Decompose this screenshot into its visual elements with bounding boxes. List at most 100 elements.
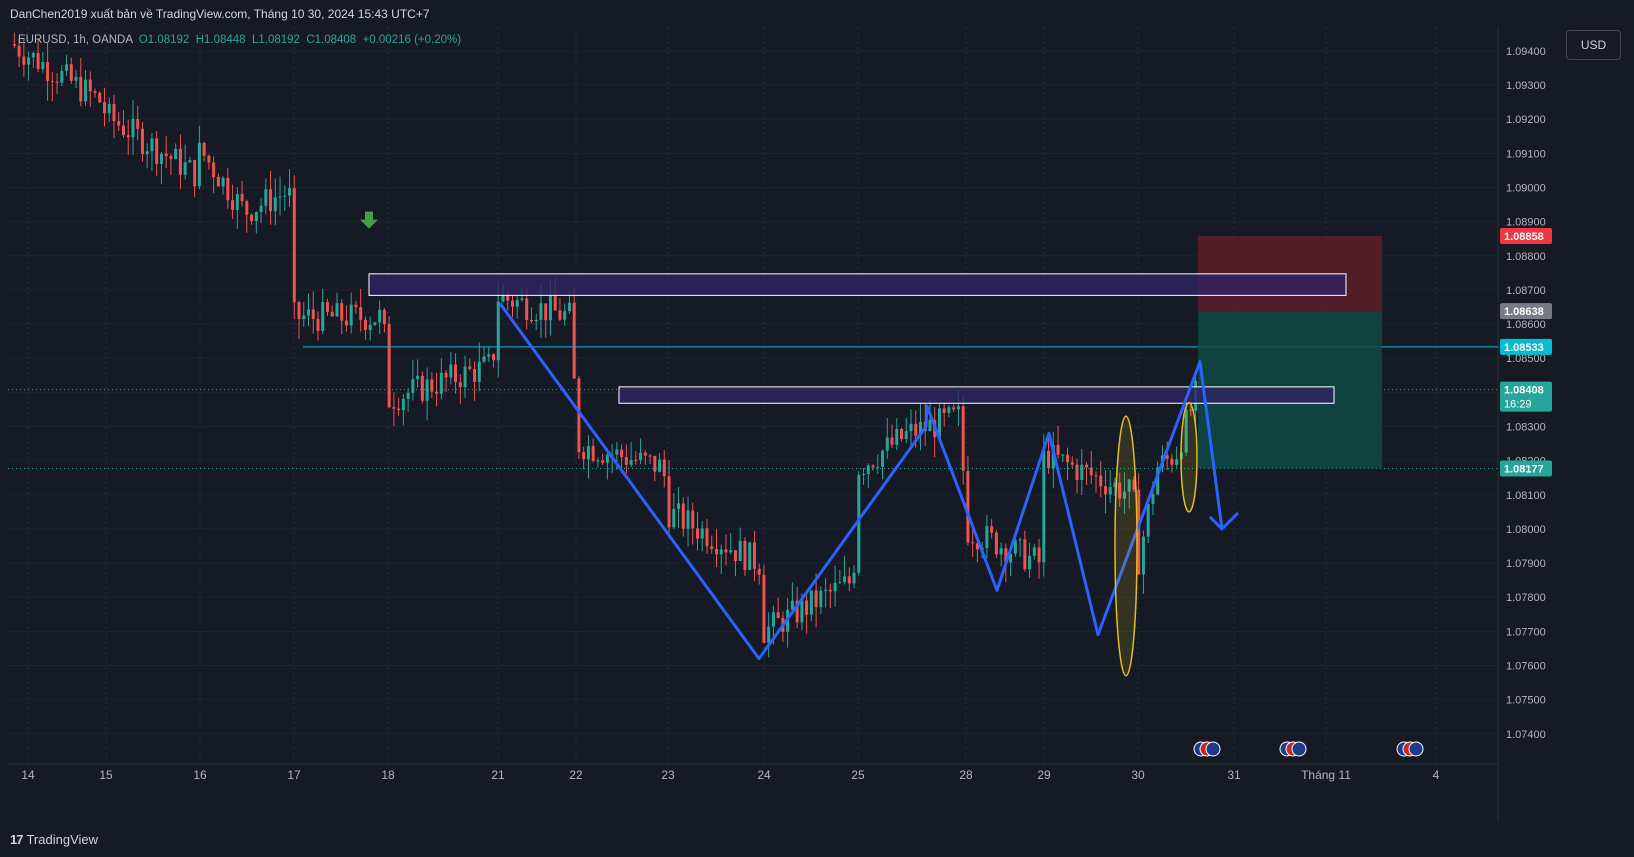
- highlight-ellipse[interactable]: [1180, 401, 1198, 513]
- top-bar: DanChen2019 xuất bản về TradingView.com,…: [0, 0, 1634, 27]
- price-tick-label: 1.07600: [1506, 660, 1546, 672]
- candle-up: [1184, 409, 1188, 453]
- economic-event-icon[interactable]: [1291, 741, 1307, 757]
- time-tick-label: 24: [757, 768, 771, 782]
- candle-up: [145, 151, 149, 155]
- candle-up: [1013, 540, 1017, 554]
- candle-up: [563, 311, 567, 320]
- candle-down: [212, 162, 216, 177]
- candle-down: [971, 542, 975, 544]
- candle-down: [776, 612, 780, 619]
- currency-button[interactable]: USD: [1566, 30, 1621, 60]
- candle-up: [866, 465, 870, 474]
- candle-down: [136, 118, 140, 129]
- candle-up: [1151, 494, 1155, 504]
- candle-up: [411, 379, 415, 393]
- candlestick-chart[interactable]: 1.09400 1.09300 1.09200 1.09100 1.09000 1.089…: [8, 27, 1626, 822]
- candle-down: [681, 503, 685, 529]
- candle-down: [117, 121, 121, 126]
- candle-down: [942, 408, 946, 413]
- candle-down: [103, 102, 107, 114]
- candle-up: [809, 590, 813, 615]
- candle-down: [990, 526, 994, 533]
- candle-up: [373, 322, 377, 325]
- price-tick-label: 1.07900: [1506, 558, 1546, 570]
- candle-up: [767, 626, 771, 643]
- candle-down: [1037, 547, 1041, 563]
- candle-up: [928, 420, 932, 432]
- candle-down: [269, 189, 273, 212]
- economic-event-icon[interactable]: [1408, 741, 1424, 757]
- candle-down: [178, 148, 182, 175]
- candle-down: [1047, 450, 1051, 469]
- candle-down: [50, 80, 54, 82]
- price-tag-box: [1500, 338, 1552, 355]
- candle-down: [752, 542, 756, 569]
- candle-down: [126, 135, 130, 138]
- candle-up: [65, 64, 69, 71]
- time-tick-label: 28: [959, 768, 973, 782]
- economic-event-icon[interactable]: [1205, 741, 1221, 757]
- candle-up: [748, 542, 752, 570]
- candle-up: [909, 423, 913, 432]
- price-tick-label: 1.08800: [1506, 251, 1546, 263]
- candle-up: [31, 52, 35, 58]
- candle-down: [662, 459, 666, 477]
- candle-down: [914, 423, 918, 436]
- candle-down: [743, 541, 747, 570]
- candle-up: [41, 62, 45, 70]
- candle-up: [819, 590, 823, 608]
- candle-down: [250, 214, 254, 222]
- candle-down: [12, 44, 16, 46]
- price-tick-label: 1.09400: [1506, 46, 1546, 58]
- candle-down: [1118, 482, 1122, 499]
- candle-down: [79, 76, 83, 102]
- candle-down: [1099, 475, 1103, 487]
- candle-up: [956, 406, 960, 410]
- candle-down: [506, 294, 510, 301]
- time-tick-label: 31: [1227, 768, 1241, 782]
- candle-down: [98, 92, 102, 103]
- chart-area[interactable]: 1.09400 1.09300 1.09200 1.09100 1.09000 1.089…: [8, 27, 1626, 822]
- price-tick-label: 1.09100: [1506, 148, 1546, 160]
- candle-down: [454, 364, 458, 383]
- candle-up: [999, 548, 1003, 555]
- lower-resistance-zone[interactable]: [618, 386, 1335, 404]
- candle-down: [624, 457, 628, 465]
- candle-up: [615, 449, 619, 455]
- candle-down: [226, 177, 230, 201]
- candle-up: [833, 582, 837, 592]
- candle-up: [729, 550, 733, 553]
- candle-up: [496, 301, 500, 361]
- zigzag-pattern[interactable]: [498, 302, 1224, 661]
- candle-up: [174, 148, 178, 159]
- candle-up: [150, 138, 154, 152]
- price-tick-label: 1.07700: [1506, 626, 1546, 638]
- candle-up: [416, 375, 420, 380]
- candle-up: [60, 70, 64, 83]
- tradingview-logo: 17 TradingView: [10, 832, 98, 847]
- candle-up: [947, 407, 951, 413]
- candle-up: [852, 572, 856, 584]
- legend-low: L1.08192: [251, 34, 300, 46]
- candle-up: [254, 212, 258, 222]
- price-tick-label: 1.08300: [1506, 421, 1546, 433]
- candle-down: [529, 320, 533, 322]
- candle-down: [620, 449, 624, 458]
- candle-down: [1004, 548, 1008, 563]
- price-tick-label: 1.08100: [1506, 490, 1546, 502]
- time-tick-label: 16: [193, 768, 207, 782]
- candle-down: [420, 375, 424, 401]
- highlight-ellipse[interactable]: [1114, 415, 1138, 677]
- upper-resistance-zone[interactable]: [368, 273, 1347, 296]
- candle-down: [112, 103, 116, 122]
- candle-up: [548, 296, 552, 321]
- down-arrow-icon: [360, 211, 378, 229]
- candle-up: [131, 118, 135, 138]
- candle-up: [183, 162, 187, 175]
- candle-down: [240, 193, 244, 202]
- candle-down: [492, 354, 496, 361]
- candle-down: [828, 589, 832, 592]
- candle-up: [904, 431, 908, 440]
- candle-up: [639, 452, 643, 461]
